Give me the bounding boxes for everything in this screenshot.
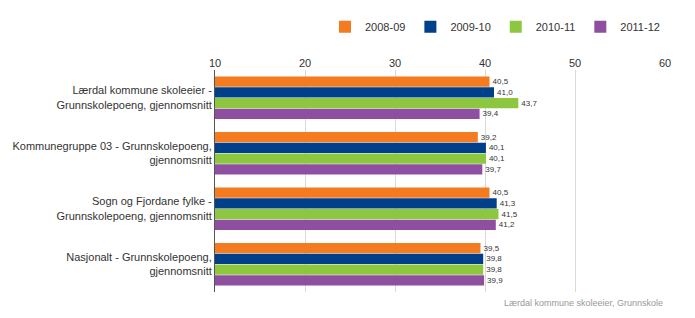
svg-text:41,5: 41,5 xyxy=(502,210,518,219)
svg-text:50: 50 xyxy=(569,57,581,69)
svg-text:39,5: 39,5 xyxy=(484,244,500,253)
svg-text:2010-11: 2010-11 xyxy=(536,21,576,33)
svg-text:60: 60 xyxy=(659,57,671,69)
svg-text:2009-10: 2009-10 xyxy=(450,21,490,33)
svg-text:39,9: 39,9 xyxy=(487,276,503,285)
svg-text:39,8: 39,8 xyxy=(486,254,502,263)
svg-text:41,2: 41,2 xyxy=(499,220,515,229)
svg-text:40,5: 40,5 xyxy=(493,188,509,197)
svg-text:40: 40 xyxy=(479,57,491,69)
svg-text:40,1: 40,1 xyxy=(489,154,505,163)
svg-text:20: 20 xyxy=(299,57,311,69)
svg-text:40,1: 40,1 xyxy=(489,143,505,152)
svg-text:41,3: 41,3 xyxy=(500,199,516,208)
svg-text:Nasjonalt - Grunnskolepoeng,gj: Nasjonalt - Grunnskolepoeng,gjennomsnitt xyxy=(66,251,212,277)
svg-text:Lærdal kommune skoleeier, Grun: Lærdal kommune skoleeier, Grunnskole xyxy=(504,298,663,308)
svg-text:39,2: 39,2 xyxy=(481,133,497,142)
svg-text:43,7: 43,7 xyxy=(521,99,537,108)
svg-text:40,5: 40,5 xyxy=(493,77,509,86)
svg-text:30: 30 xyxy=(389,57,401,69)
svg-text:Sogn og Fjordane fylke -Grunns: Sogn og Fjordane fylke -Grunnskolepoeng,… xyxy=(56,195,212,221)
svg-text:2008-09: 2008-09 xyxy=(365,21,405,33)
svg-text:39,4: 39,4 xyxy=(483,109,499,118)
svg-text:Lærdal kommune skoleeier -Grun: Lærdal kommune skoleeier -Grunnskolepoen… xyxy=(56,84,212,110)
svg-text:2011-12: 2011-12 xyxy=(620,21,660,33)
svg-text:39,7: 39,7 xyxy=(485,165,501,174)
svg-text:41,0: 41,0 xyxy=(497,88,513,97)
svg-text:39,8: 39,8 xyxy=(486,265,502,274)
svg-text:10: 10 xyxy=(209,57,221,69)
svg-text:Kommunegruppe 03 - Grunnskolep: Kommunegruppe 03 - Grunnskolepoeng,gjenn… xyxy=(12,140,211,166)
